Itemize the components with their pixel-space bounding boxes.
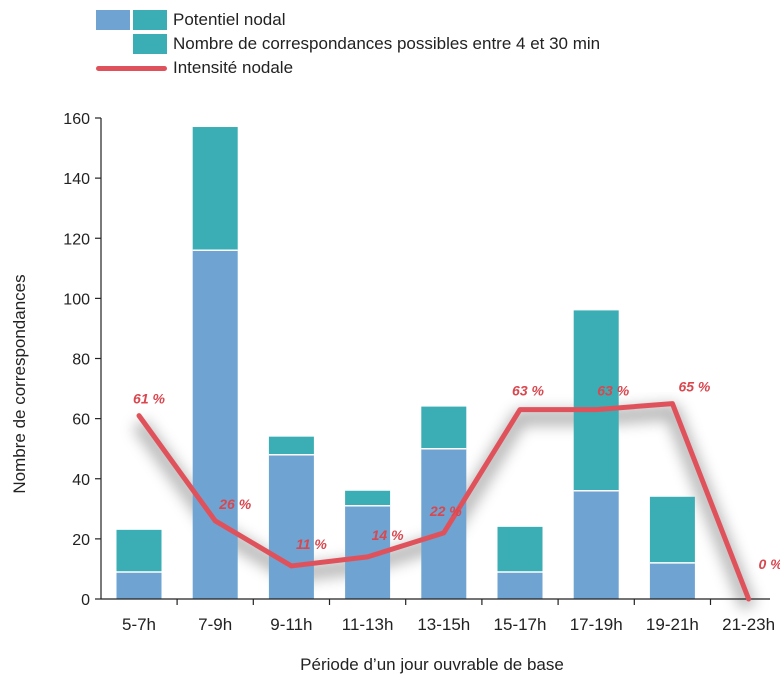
x-tick-label: 21-23h — [722, 615, 775, 634]
intensite-label-11-13h: 14 % — [372, 527, 404, 543]
bar-potentiel-7-9h — [192, 250, 238, 599]
legend-swatch-line — [96, 66, 167, 71]
bar-potentiel-13-15h — [421, 448, 467, 599]
legend-swatch-teal — [133, 34, 167, 54]
x-tick-label: 7-9h — [198, 615, 232, 634]
x-tick-label: 11-13h — [342, 615, 394, 634]
x-axis-label: Période d’un jour ouvrable de base — [300, 655, 564, 674]
y-tick-label: 140 — [63, 171, 90, 188]
bar-potentiel-5-7h — [116, 571, 162, 599]
intensite-label-15-17h: 63 % — [512, 383, 544, 399]
bar-correspondances-9-11h — [268, 436, 314, 455]
bar-correspondances-7-9h — [192, 127, 238, 251]
y-tick-label: 160 — [63, 111, 90, 128]
intensite-label-13-15h: 22 % — [429, 503, 462, 519]
y-tick-label: 40 — [72, 472, 90, 489]
y-tick-label: 20 — [72, 532, 90, 549]
y-tick-label: 100 — [63, 291, 90, 308]
bar-correspondances-11-13h — [345, 490, 391, 506]
legend-label-correspondances: Nombre de correspondances possibles entr… — [173, 34, 601, 53]
y-tick-label: 80 — [72, 352, 90, 369]
bar-correspondances-15-17h — [497, 526, 543, 572]
intensite-label-17-19h: 63 % — [597, 383, 629, 399]
y-tick-label: 120 — [63, 231, 90, 248]
intensite-label-9-11h: 11 % — [296, 536, 327, 552]
x-tick-label: 5-7h — [122, 615, 156, 634]
bar-potentiel-19-21h — [649, 562, 695, 599]
x-tick-label: 15-17h — [494, 615, 547, 634]
bar-potentiel-15-17h — [497, 571, 543, 599]
x-tick-label: 17-19h — [570, 615, 623, 634]
y-axis-label: Nombre de correspondances — [10, 274, 29, 493]
y-tick-label: 0 — [81, 592, 90, 609]
intensite-label-21-23h: 0 % — [759, 556, 780, 572]
bar-correspondances-17-19h — [573, 310, 619, 491]
legend-swatch-blue — [96, 10, 130, 30]
x-tick-label: 9-11h — [270, 615, 312, 634]
bar-correspondances-5-7h — [116, 529, 162, 572]
legend-label-intensite: Intensité nodale — [173, 58, 294, 77]
legend-swatch-teal — [133, 10, 167, 30]
y-tick-label: 60 — [72, 412, 90, 429]
x-tick-label: 19-21h — [646, 615, 699, 634]
intensite-label-7-9h: 26 % — [218, 496, 251, 512]
intensite-label-5-7h: 61 % — [133, 391, 165, 407]
bar-correspondances-13-15h — [421, 406, 467, 449]
x-tick-label: 13-15h — [417, 615, 470, 634]
intensite-label-19-21h: 65 % — [678, 379, 710, 395]
bar-potentiel-9-11h — [268, 454, 314, 599]
bar-potentiel-17-19h — [573, 490, 619, 599]
legend-label-potentiel: Potentiel nodal — [173, 10, 286, 29]
bar-correspondances-19-21h — [649, 496, 695, 563]
